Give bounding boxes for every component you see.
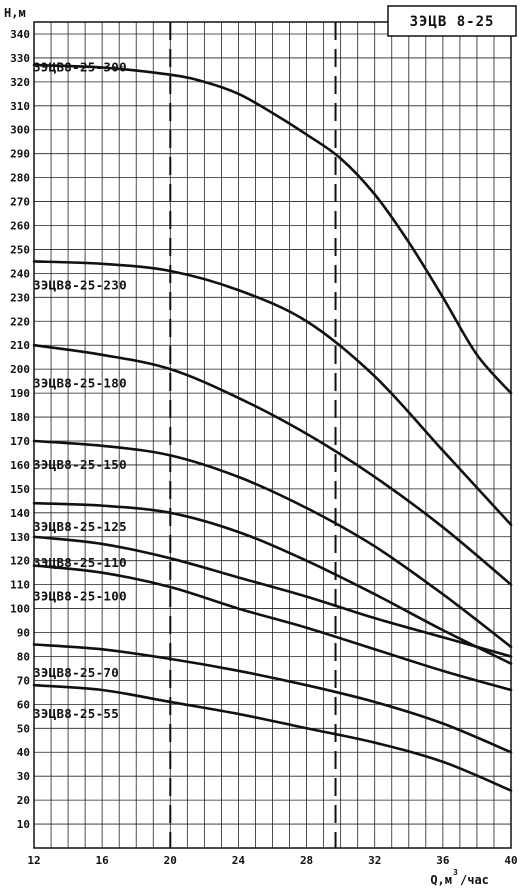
y-tick-label: 340 [10,28,30,41]
y-tick-label: 280 [10,172,30,185]
y-tick-label: 230 [10,291,30,304]
y-tick-label: 310 [10,100,30,113]
y-tick-label: 260 [10,220,30,233]
x-tick-label: 12 [27,854,40,867]
y-tick-label: 70 [17,674,30,687]
grid [34,22,511,848]
y-tick-label: 130 [10,531,30,544]
x-axis-title-suffix: /час [460,873,489,887]
y-tick-label: 210 [10,339,30,352]
curve-label: ЗЭЦВ8-25-100 [33,589,127,604]
x-tick-label: 40 [504,854,517,867]
curve-label: ЗЭЦВ8-25-230 [33,277,127,292]
y-tick-label: 190 [10,387,30,400]
y-tick-label: 200 [10,363,30,376]
y-tick-label: 100 [10,603,30,616]
y-tick-label: 40 [17,746,30,759]
curve-label: ЗЭЦВ8-25-110 [33,555,127,570]
y-tick-label: 10 [17,818,30,831]
y-tick-label: 120 [10,555,30,568]
y-tick-label: 270 [10,196,30,209]
curve-label: ЗЭЦВ8-25-70 [33,665,119,680]
y-tick-label: 290 [10,148,30,161]
y-tick-label: 300 [10,124,30,137]
y-tick-label: 90 [17,627,30,640]
curve-label: ЗЭЦВ8-25-55 [33,706,119,721]
y-tick-labels: 10 20 30 40 50 60 70 80 90 100 110 120 130 140 150 160 1… [10,28,30,831]
y-tick-label: 140 [10,507,30,520]
x-tick-label: 32 [368,854,381,867]
x-axis-title: Q,м [430,873,452,887]
y-tick-label: 30 [17,770,30,783]
curve-label: ЗЭЦВ8-25-150 [33,457,127,472]
y-tick-label: 160 [10,459,30,472]
x-axis-title-sup: 3 [453,868,458,877]
x-tick-label: 28 [300,854,313,867]
x-axis-title-main: Q,м [430,873,452,887]
y-tick-label: 180 [10,411,30,424]
y-tick-label: 250 [10,243,30,256]
y-tick-label: 80 [17,650,30,663]
y-axis-title: Н,м [4,6,26,20]
curve-label: ЗЭЦВ8-25-125 [33,519,127,534]
x-tick-label: 20 [164,854,177,867]
curve-label: ЗЭЦВ8-25-300 [33,59,127,74]
y-tick-label: 20 [17,794,30,807]
y-tick-label: 60 [17,698,30,711]
x-tick-labels: 12 16 20 24 28 32 36 40 [27,854,517,867]
x-tick-label: 24 [232,854,246,867]
y-tick-label: 150 [10,483,30,496]
y-tick-label: 330 [10,52,30,65]
y-tick-label: 50 [17,722,30,735]
x-tick-label: 16 [96,854,110,867]
y-tick-label: 240 [10,267,30,280]
y-tick-label: 220 [10,315,30,328]
y-tick-label: 320 [10,76,30,89]
chart-title: ЗЭЦВ 8-25 [410,14,495,30]
x-tick-label: 36 [436,854,450,867]
curve-labels: ЗЭЦВ8-25-300 ЗЭЦВ8-25-230 ЗЭЦВ8-25-180 ЗЭЦВ… [33,59,127,720]
y-tick-label: 170 [10,435,30,448]
curve-label: ЗЭЦВ8-25-180 [33,376,127,391]
y-tick-label: 110 [10,579,30,592]
